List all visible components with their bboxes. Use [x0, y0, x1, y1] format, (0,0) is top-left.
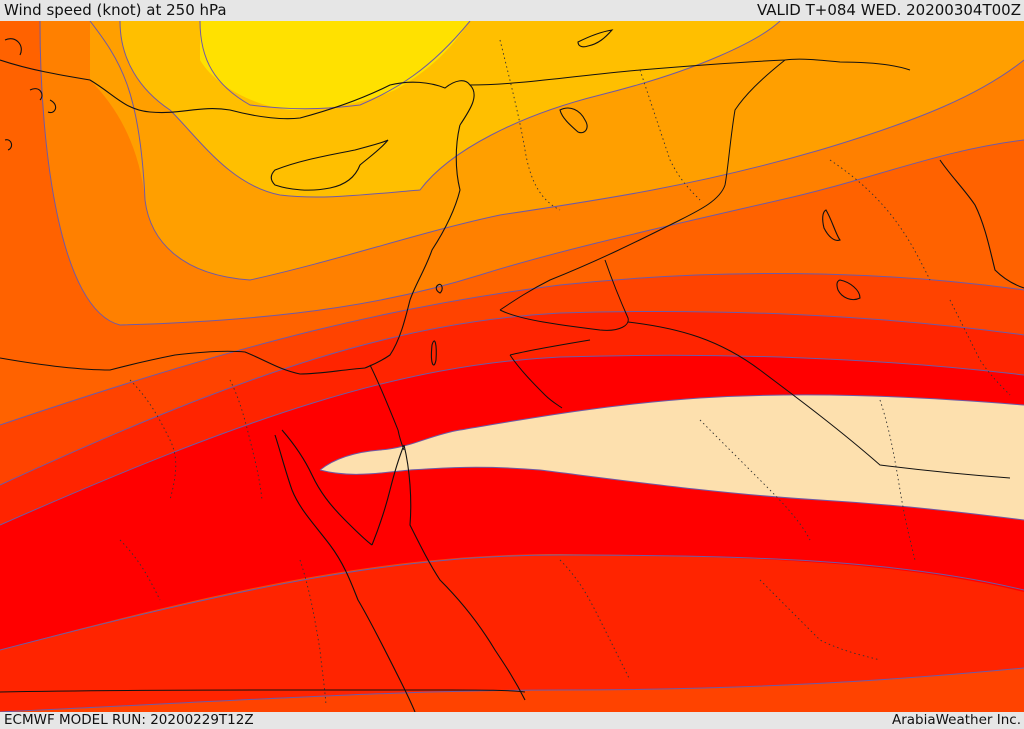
wind-speed-map — [0, 21, 1024, 712]
lake-egirdir — [559, 107, 588, 134]
coastlines — [0, 29, 1024, 712]
brand-label: ArabiaWeather Inc. — [891, 712, 1021, 728]
iraq-saudi-border — [627, 321, 1011, 479]
wind-speed-bands — [0, 21, 1024, 712]
gulf-of-aqaba — [371, 444, 405, 546]
model-run: ECMWF MODEL RUN: 20200229T12Z — [4, 712, 254, 728]
dead-sea — [430, 340, 437, 366]
saudi-jordan-south — [509, 339, 591, 409]
egypt-sudan-border — [0, 689, 526, 693]
lake-tharthar — [822, 209, 841, 241]
sinai-west-coast — [281, 429, 373, 546]
sea-of-galilee — [435, 283, 443, 294]
lake-van — [577, 29, 614, 48]
jet-core — [320, 394, 1024, 520]
egypt-north-coast — [0, 350, 366, 375]
admin-boundaries — [119, 39, 1011, 706]
shatt-al-arab — [939, 159, 1024, 289]
cyprus-island — [270, 139, 389, 191]
contour-lines — [0, 21, 1024, 712]
map-title: Wind speed (knot) at 250 hPa — [4, 1, 227, 19]
jordan-saudi-border — [499, 259, 629, 331]
aegean-islands — [4, 38, 57, 151]
turkey-syria-border — [469, 58, 911, 86]
band-1-weakest — [200, 21, 470, 110]
gulf-of-suez-west — [274, 434, 416, 712]
egypt-israel-border — [369, 364, 405, 451]
land-borders — [0, 58, 1011, 693]
red-sea-east-coast — [403, 444, 526, 701]
syria-iraq-border — [499, 59, 786, 311]
footer-bar: ECMWF MODEL RUN: 20200229T12Z ArabiaWeat… — [0, 712, 1024, 729]
header-bar: Wind speed (knot) at 250 hPa VALID T+084… — [0, 0, 1024, 21]
turkey-south-coast — [0, 59, 475, 126]
lake-razazza — [836, 279, 861, 301]
valid-time: VALID T+084 WED. 20200304T00Z — [756, 1, 1021, 19]
levant-coast — [364, 124, 461, 369]
